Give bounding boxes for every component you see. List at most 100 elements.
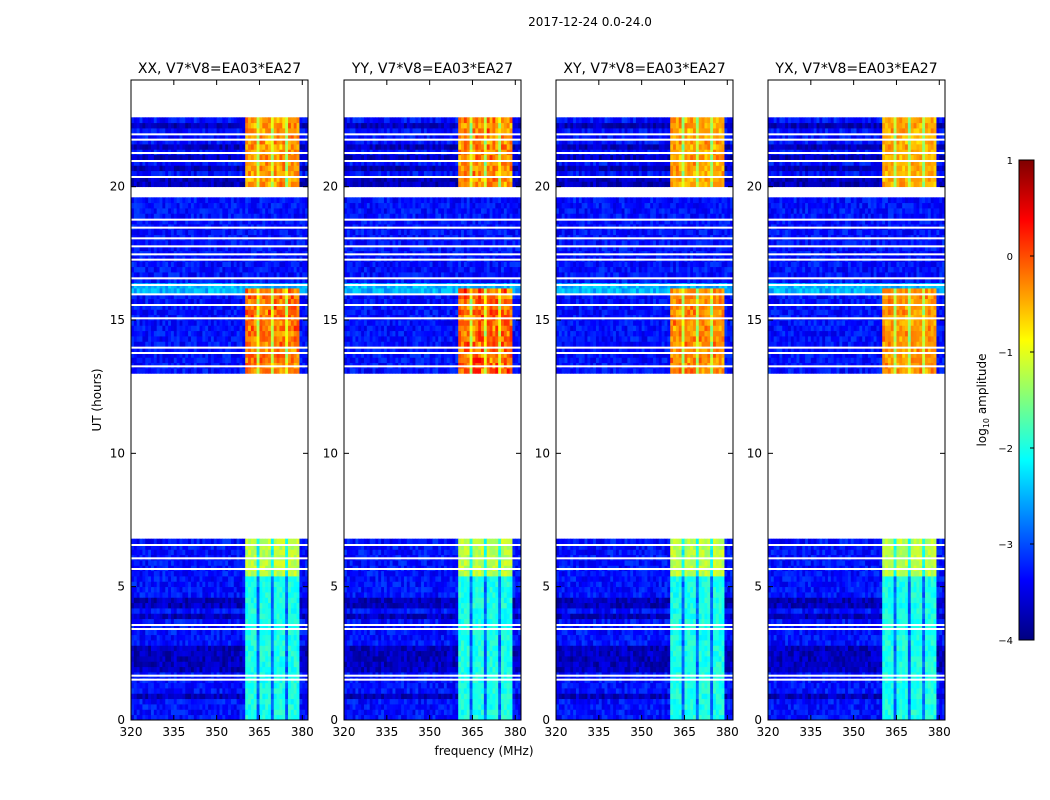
colorbar-tick-label: −1 [998,348,1013,359]
y-tick-label: 10 [747,446,762,460]
x-tick-label: 350 [418,725,441,739]
blank-integration-line [556,352,733,354]
y-axis-label: UT (hours) [90,368,104,431]
blank-integration-line [556,284,733,286]
blank-integration-line [344,152,521,154]
blank-integration-line [344,138,521,141]
blank-integration-line [131,245,308,248]
heatmap-cells [131,80,308,720]
blank-integration-line [131,277,308,280]
blank-integration-line [556,218,733,221]
heatmap-cells [344,80,521,720]
colorbar: 1 0 −1 −2 −3 −4 log10 amplitude [975,156,1035,647]
x-tick-label: 365 [248,725,271,739]
x-tick-label: 350 [630,725,653,739]
blank-integration-line [344,277,521,280]
blank-integration-line [131,133,308,136]
blank-integration-line [768,284,945,286]
blank-integration-line [131,176,308,178]
blank-integration-line [131,674,308,677]
blank-integration-line [344,674,521,677]
blank-integration-line [556,138,733,141]
blank-integration-line [768,152,945,154]
blank-integration-line [768,352,945,354]
blank-integration-line [768,628,945,630]
blank-integration-line [556,674,733,677]
blank-integration-line [556,258,733,261]
blank-integration-line [344,218,521,221]
blank-integration-line [131,218,308,221]
panel-title: YX, V7*V8=EA03*EA27 [774,61,937,77]
x-tick-label: 365 [461,725,484,739]
y-tick-label: 20 [535,180,550,194]
y-tick-label: 15 [747,313,762,327]
blank-integration-line [131,557,308,560]
colorbar-gradient [1018,159,1035,641]
y-tick-label: 5 [117,580,125,594]
blank-integration-line [131,253,308,256]
y-tick-label: 0 [117,713,125,727]
blank-integration-line [344,237,521,240]
x-tick-label: 320 [333,725,356,739]
blank-integration-line [768,277,945,280]
blank-integration-line [131,346,308,349]
blank-integration-line [131,293,308,296]
blank-integration-line [768,365,945,368]
x-tick-label: 320 [120,725,143,739]
blank-integration-line [768,304,945,306]
figure-title: 2017-12-24 0.0-24.0 [528,15,652,29]
blank-integration-line [768,218,945,221]
colorbar-tick-label: −2 [998,444,1013,455]
blank-integration-line [556,628,733,630]
blank-integration-line [768,624,945,626]
panels: XX, V7*V8=EA03*EA27 320 335 350 365 380 0 5 10 15… [110,61,951,739]
blank-integration-line [131,304,308,306]
blank-integration-line [131,258,308,261]
y-tick-label: 10 [535,446,550,460]
x-tick-label: 350 [842,725,865,739]
x-tick-label: 380 [716,725,739,739]
blank-integration-line [131,160,308,162]
x-tick-label: 335 [375,725,398,739]
y-tick-label: 10 [110,446,125,460]
blank-integration-line [768,678,945,681]
blank-integration-line [768,293,945,296]
blank-integration-line [131,544,308,546]
blank-integration-line [131,365,308,368]
blank-integration-line [131,226,308,229]
panel-frame [767,79,946,721]
x-axis-label: frequency (MHz) [434,744,533,758]
blank-integration-line [768,258,945,261]
blank-integration-line [556,678,733,681]
blank-integration-line [556,277,733,280]
y-tick-label: 15 [535,313,550,327]
blank-integration-line [344,624,521,626]
blank-integration-line [556,245,733,248]
blank-integration-line [131,628,308,630]
blank-integration-line [556,346,733,349]
blank-integration-line [344,628,521,630]
x-tick-label: 335 [587,725,610,739]
blank-integration-line [556,557,733,560]
y-tick-label: 5 [330,580,338,594]
heatmap-cells [556,80,733,720]
blank-integration-line [344,293,521,296]
y-tick-label: 5 [542,580,550,594]
x-tick-label: 335 [799,725,822,739]
blank-integration-line [768,138,945,141]
x-tick-label: 320 [757,725,780,739]
y-tick-label: 20 [323,180,338,194]
y-tick-label: 20 [747,180,762,194]
blank-integration-line [344,678,521,681]
blank-integration-line [768,346,945,349]
blank-integration-line [768,317,945,320]
blank-integration-line [344,245,521,248]
blank-integration-line [556,237,733,240]
blank-integration-line [344,568,521,570]
colorbar-tick-label: −3 [998,540,1013,551]
y-tick-label: 0 [754,713,762,727]
blank-integration-line [768,226,945,229]
x-tick-label: 380 [291,725,314,739]
blank-integration-line [131,352,308,354]
